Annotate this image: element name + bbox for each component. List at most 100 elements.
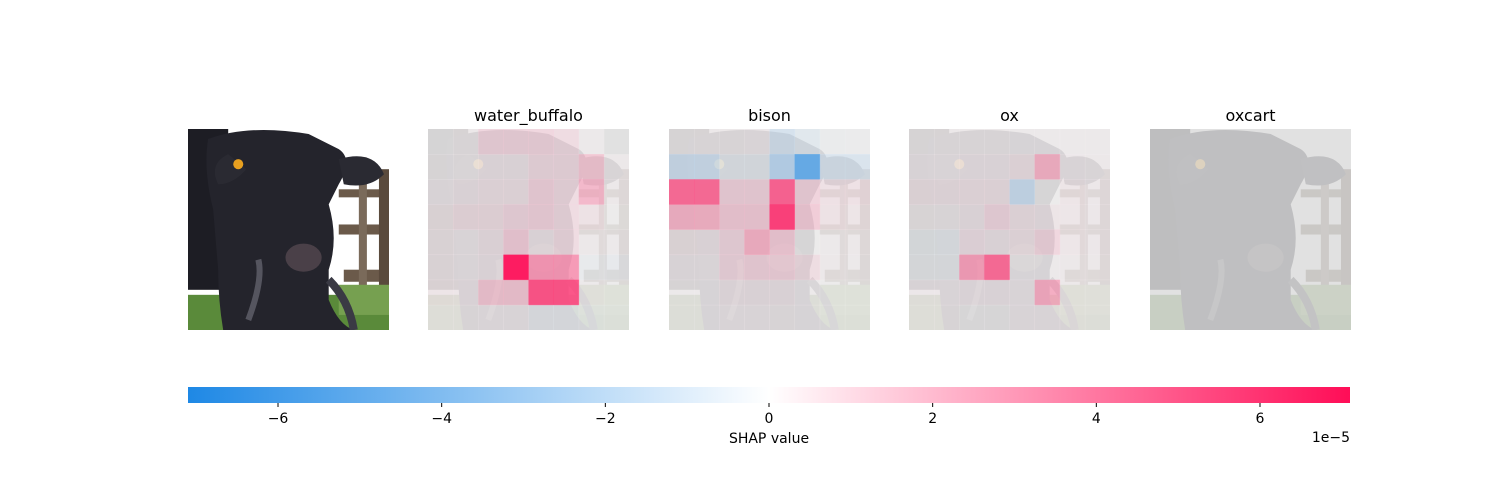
heatmap-cell bbox=[694, 154, 720, 180]
heatmap-cell bbox=[453, 204, 479, 230]
heatmap-cell bbox=[1276, 255, 1302, 281]
heatmap-cell bbox=[1326, 129, 1352, 155]
heatmap-cell bbox=[529, 280, 555, 306]
heatmap-cell bbox=[1200, 179, 1226, 205]
heatmap-cell bbox=[428, 179, 454, 205]
panel-title: ox bbox=[1000, 106, 1019, 125]
heatmap-cell bbox=[795, 230, 821, 256]
heatmap-cell bbox=[453, 280, 479, 306]
heatmap-cell bbox=[554, 179, 580, 205]
heatmap-cell bbox=[959, 154, 985, 180]
heatmap-cell bbox=[719, 204, 745, 230]
heatmap-cell bbox=[694, 305, 720, 331]
heatmap-cell bbox=[1326, 154, 1352, 180]
heatmap-cell bbox=[1200, 280, 1226, 306]
shap-panel-water-buffalo: water_buffalo bbox=[428, 106, 629, 330]
heatmap-cell bbox=[694, 129, 720, 155]
heatmap-cell bbox=[1326, 255, 1352, 281]
heatmap-cell bbox=[959, 230, 985, 256]
heatmap-cell bbox=[934, 280, 960, 306]
heatmap-cell bbox=[1225, 179, 1251, 205]
heatmap-cell bbox=[478, 204, 504, 230]
heatmap-cell bbox=[845, 230, 871, 256]
heatmap-cell bbox=[1225, 255, 1251, 281]
heatmap-cell bbox=[770, 305, 796, 331]
colorbar-label: SHAP value bbox=[729, 431, 809, 447]
heatmap-cell bbox=[959, 129, 985, 155]
heatmap-cell bbox=[1060, 305, 1086, 331]
heatmap-cell bbox=[984, 230, 1010, 256]
heatmap-cell bbox=[820, 154, 846, 180]
heatmap-cell bbox=[1060, 280, 1086, 306]
heatmap-cell bbox=[1301, 280, 1327, 306]
heatmap-cell bbox=[795, 305, 821, 331]
heatmap-cell bbox=[1035, 305, 1061, 331]
heatmap-cell bbox=[1150, 204, 1176, 230]
heatmap-cell bbox=[579, 154, 605, 180]
heatmap-cell bbox=[845, 204, 871, 230]
heatmap-cell bbox=[428, 154, 454, 180]
panels: water_buffalo bison ox oxcart bbox=[188, 106, 1351, 330]
heatmap-cell bbox=[1085, 280, 1111, 306]
heatmap-cell bbox=[1175, 255, 1201, 281]
heatmap-cell bbox=[1225, 154, 1251, 180]
colorbar-tick-label: −2 bbox=[595, 411, 616, 427]
colorbar-tick-label: −6 bbox=[268, 411, 289, 427]
original-image-panel bbox=[188, 129, 389, 330]
heatmap-cell bbox=[1301, 204, 1327, 230]
heatmap-cell bbox=[604, 154, 630, 180]
heatmap-cell bbox=[1175, 204, 1201, 230]
heatmap-cell bbox=[1301, 179, 1327, 205]
heatmap-cell bbox=[1150, 230, 1176, 256]
heatmap-cell bbox=[845, 129, 871, 155]
heatmap-cell bbox=[1150, 129, 1176, 155]
heatmap-cell bbox=[1175, 280, 1201, 306]
heatmap-cell bbox=[1085, 179, 1111, 205]
heatmap-cell bbox=[1175, 305, 1201, 331]
heatmap-cell bbox=[503, 305, 529, 331]
heatmap-cell bbox=[669, 204, 695, 230]
heatmap-cell bbox=[669, 280, 695, 306]
heatmap-cell bbox=[1276, 129, 1302, 155]
heatmap-cell bbox=[1035, 179, 1061, 205]
heatmap-cell bbox=[744, 305, 770, 331]
heatmap-cell bbox=[529, 204, 555, 230]
heatmap-cell bbox=[694, 179, 720, 205]
heatmap-cell bbox=[1010, 204, 1036, 230]
colorbar: −6 −4 −2 0 2 4 6 SHAP value 1e−5 bbox=[188, 387, 1350, 447]
heatmap-cell bbox=[669, 179, 695, 205]
heatmap-cell bbox=[604, 129, 630, 155]
heatmap-cell bbox=[503, 280, 529, 306]
panel-title: water_buffalo bbox=[474, 106, 583, 126]
heatmap-cell bbox=[428, 255, 454, 281]
heatmap-cell bbox=[1251, 204, 1277, 230]
heatmap-cell bbox=[845, 280, 871, 306]
heatmap-cell bbox=[1010, 280, 1036, 306]
heatmap-cell bbox=[719, 129, 745, 155]
heatmap-cell bbox=[845, 179, 871, 205]
heatmap-cell bbox=[820, 255, 846, 281]
heatmap-cell bbox=[428, 129, 454, 155]
heatmap-cell bbox=[669, 230, 695, 256]
heatmap-cell bbox=[694, 280, 720, 306]
heatmap-cell bbox=[1326, 305, 1352, 331]
heatmap-cell bbox=[770, 255, 796, 281]
heatmap-cell bbox=[579, 280, 605, 306]
heatmap-cell bbox=[1225, 305, 1251, 331]
heatmap-cell bbox=[1010, 230, 1036, 256]
heatmap-cell bbox=[984, 305, 1010, 331]
heatmap-cell bbox=[1200, 204, 1226, 230]
heatmap-cell bbox=[1251, 154, 1277, 180]
heatmap-cell bbox=[554, 154, 580, 180]
heatmap-cell bbox=[1010, 179, 1036, 205]
heatmap-cell bbox=[1276, 305, 1302, 331]
heatmap-cell bbox=[795, 255, 821, 281]
heatmap-cell bbox=[820, 204, 846, 230]
heatmap-cell bbox=[984, 280, 1010, 306]
heatmap-cell bbox=[428, 230, 454, 256]
panel-title: bison bbox=[748, 106, 791, 125]
heatmap-cell bbox=[820, 305, 846, 331]
heatmap-cell bbox=[453, 305, 479, 331]
heatmap-cell bbox=[1010, 154, 1036, 180]
heatmap-cell bbox=[909, 204, 935, 230]
